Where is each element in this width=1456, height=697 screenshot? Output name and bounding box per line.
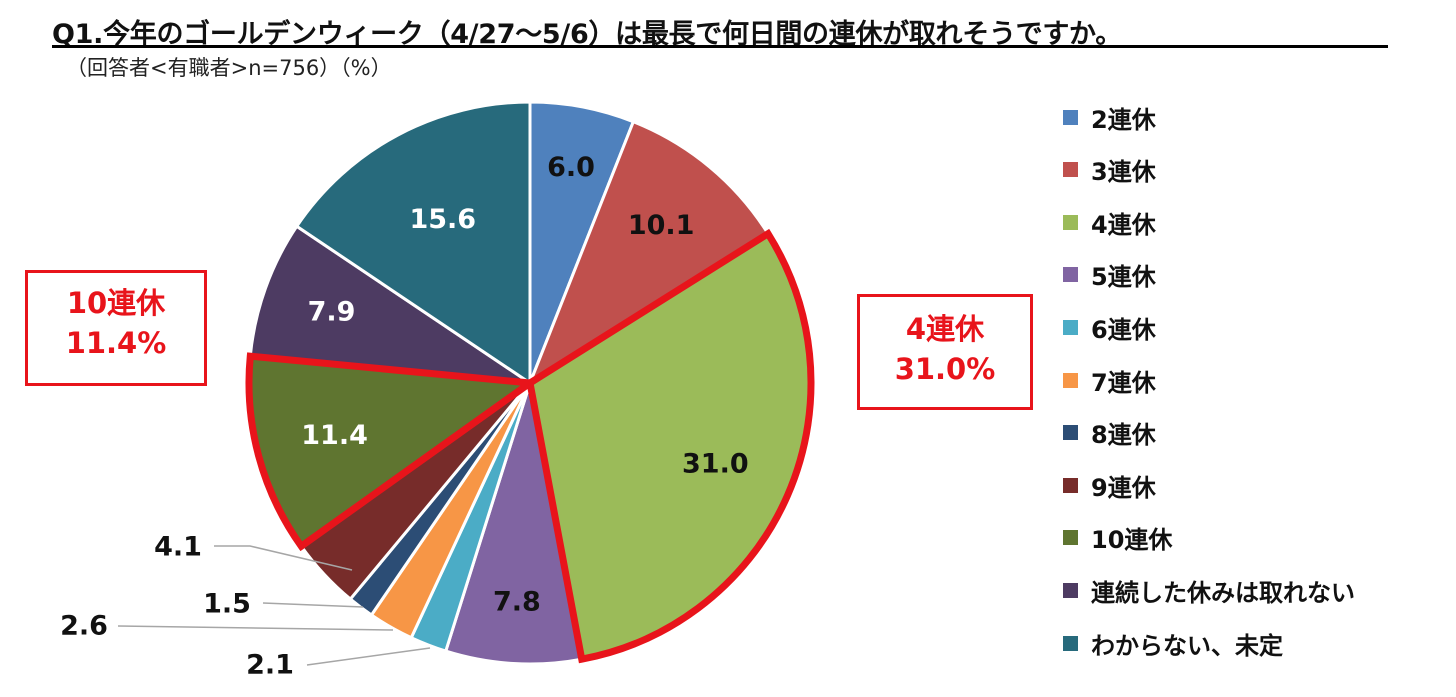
pie-slice-9 bbox=[248, 224, 531, 385]
legend-label-6: 8連休 bbox=[1091, 421, 1156, 450]
legend-label-2: 4連休 bbox=[1091, 210, 1156, 239]
callout-4-renkyu-label: 4連休 bbox=[905, 312, 985, 346]
data-label-9: 7.9 bbox=[308, 296, 356, 327]
data-label-7: 4.1 bbox=[154, 532, 202, 563]
callout-10-renkyu-value: 11.4% bbox=[65, 326, 167, 360]
legend-swatch-4 bbox=[1063, 319, 1078, 335]
leader-line-7 bbox=[214, 545, 353, 571]
pie-slice-1 bbox=[526, 119, 771, 387]
data-label-6: 1.5 bbox=[203, 589, 251, 620]
legend-label-1: 3連休 bbox=[1091, 158, 1156, 187]
legend-item-4: 6連休 bbox=[1063, 312, 1156, 344]
legend-label-10: わからない、未定 bbox=[1091, 631, 1283, 660]
legend-swatch-5 bbox=[1063, 372, 1078, 388]
title-underline bbox=[52, 45, 1388, 48]
legend-label-0: 2連休 bbox=[1091, 105, 1156, 134]
legend-item-7: 9連休 bbox=[1063, 470, 1156, 502]
data-label-4: 2.1 bbox=[246, 650, 294, 681]
legend-item-2: 4連休 bbox=[1063, 207, 1156, 239]
data-label-8: 11.4 bbox=[301, 420, 368, 451]
legend-swatch-2 bbox=[1063, 214, 1078, 230]
legend-swatch-10 bbox=[1063, 635, 1078, 651]
legend-item-6: 8連休 bbox=[1063, 418, 1156, 450]
callout-4-renkyu-value: 31.0% bbox=[894, 352, 996, 386]
data-label-2: 31.0 bbox=[682, 449, 749, 480]
data-label-1: 10.1 bbox=[628, 210, 695, 241]
legend-swatch-1 bbox=[1063, 162, 1078, 178]
legend-label-9: 連続した休みは取れない bbox=[1091, 578, 1355, 607]
legend-item-0: 2連休 bbox=[1063, 102, 1156, 134]
legend-swatch-9 bbox=[1063, 582, 1078, 598]
data-label-3: 7.8 bbox=[493, 586, 541, 617]
legend-label-3: 5連休 bbox=[1091, 263, 1156, 292]
legend-item-3: 5連休 bbox=[1063, 260, 1156, 292]
legend-item-8: 10連休 bbox=[1063, 523, 1173, 555]
highlight-outline-8 bbox=[245, 352, 540, 552]
pie-slice-10 bbox=[294, 100, 532, 386]
legend-item-9: 連続した休みは取れない bbox=[1063, 575, 1355, 607]
legend-swatch-7 bbox=[1063, 477, 1078, 493]
leader-line-5 bbox=[117, 625, 394, 631]
legend-label-7: 9連休 bbox=[1091, 473, 1156, 502]
legend-label-4: 6連休 bbox=[1091, 315, 1156, 344]
data-label-0: 6.0 bbox=[547, 152, 595, 183]
legend-item-1: 3連休 bbox=[1063, 155, 1156, 187]
chart-title: Q1.今年のゴールデンウィーク（4/27～5/6）は最長で何日間の連休が取れそう… bbox=[52, 19, 1122, 50]
leader-line-6 bbox=[262, 602, 364, 608]
legend-label-8: 10連休 bbox=[1091, 526, 1173, 555]
callout-4-renkyu: 4連休 31.0% bbox=[857, 294, 1033, 410]
legend-swatch-6 bbox=[1063, 425, 1078, 441]
callout-10-renkyu-label: 10連休 bbox=[66, 286, 166, 320]
pie-slice-3 bbox=[443, 382, 584, 666]
highlight-outline-2 bbox=[526, 228, 815, 664]
legend-item-5: 7連休 bbox=[1063, 365, 1156, 397]
data-label-5: 2.6 bbox=[60, 611, 108, 642]
leader-line-4 bbox=[306, 647, 431, 666]
data-label-10: 15.6 bbox=[409, 204, 476, 235]
legend-swatch-8 bbox=[1063, 530, 1078, 546]
legend-swatch-3 bbox=[1063, 267, 1078, 283]
chart-subtitle: （回答者<有職者>n=756）（%） bbox=[66, 56, 392, 80]
legend-item-10: わからない、未定 bbox=[1063, 628, 1283, 660]
legend-label-5: 7連休 bbox=[1091, 368, 1156, 397]
legend-swatch-0 bbox=[1063, 109, 1078, 125]
callout-10-renkyu: 10連休 11.4% bbox=[25, 270, 207, 386]
